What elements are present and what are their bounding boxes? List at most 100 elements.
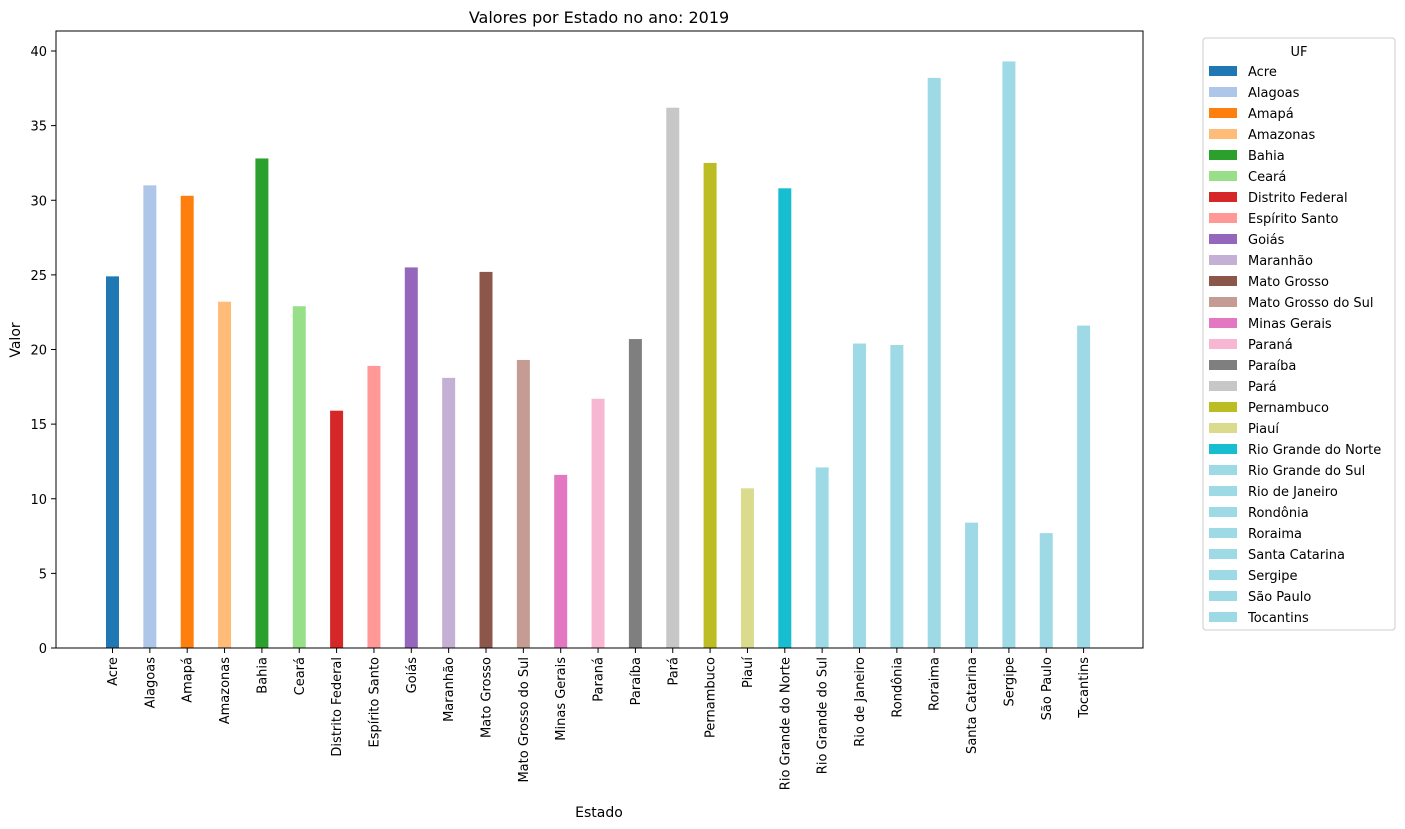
- x-tick-label: Paraíba: [629, 657, 644, 705]
- bar: [292, 306, 306, 648]
- legend-entry-label: Minas Gerais: [1248, 317, 1332, 332]
- bar: [442, 377, 456, 648]
- x-tick-label: Acre: [106, 657, 121, 686]
- legend-entry-label: Amazonas: [1248, 128, 1316, 143]
- bar: [255, 158, 269, 648]
- legend-swatch: [1209, 423, 1237, 433]
- legend-swatch: [1209, 192, 1237, 202]
- legend-swatch: [1209, 297, 1237, 307]
- legend-entry-label: Amapá: [1248, 107, 1294, 122]
- legend-entry-label: Maranhão: [1248, 254, 1313, 269]
- legend-swatch: [1209, 570, 1237, 580]
- bar: [927, 77, 941, 649]
- legend-swatch: [1209, 339, 1237, 349]
- bar: [218, 301, 232, 648]
- y-tick-label: 30: [30, 194, 47, 209]
- legend-entry-label: Rio Grande do Sul: [1248, 464, 1365, 479]
- legend-entry-label: Alagoas: [1248, 86, 1300, 101]
- legend: UF Acre Alagoas Amapá Amazonas Bahia Ceará Dis…: [1202, 37, 1396, 631]
- bar: [815, 467, 829, 648]
- x-tick-label: Piauí: [741, 657, 756, 688]
- bar: [1039, 533, 1053, 648]
- x-tick-label: Alagoas: [143, 657, 158, 709]
- legend-entry-label: Distrito Federal: [1248, 191, 1348, 206]
- legend-swatch: [1209, 507, 1237, 517]
- bar: [965, 522, 979, 648]
- x-tick-label: Sergipe: [1002, 657, 1017, 706]
- legend-swatch: [1209, 381, 1237, 391]
- x-tick-label: Distrito Federal: [330, 657, 345, 757]
- x-tick-label: Rio Grande do Sul: [816, 657, 831, 774]
- legend-swatch: [1209, 234, 1237, 244]
- bar: [1077, 325, 1091, 648]
- x-tick-label: Rio de Janeiro: [853, 657, 868, 747]
- bar: [1002, 61, 1016, 648]
- x-tick-label: São Paulo: [1040, 657, 1055, 720]
- legend-entry-label: Acre: [1248, 65, 1277, 80]
- bar: [404, 267, 418, 648]
- bar: [628, 339, 642, 648]
- legend-entry-label: Santa Catarina: [1248, 548, 1345, 563]
- legend-swatch: [1209, 213, 1237, 223]
- x-axis-label: Estado: [575, 805, 623, 821]
- legend-swatch: [1209, 528, 1237, 538]
- x-tick-label: Tocantins: [1077, 657, 1092, 719]
- legend-entry-label: Rio Grande do Norte: [1248, 443, 1381, 458]
- legend-entry-label: Espírito Santo: [1248, 212, 1339, 227]
- x-tick-label: Amazonas: [218, 657, 233, 725]
- legend-swatch: [1209, 486, 1237, 496]
- x-tick-label: Roraima: [928, 657, 943, 711]
- bar: [330, 410, 344, 648]
- bar: [740, 488, 754, 648]
- bar: [479, 271, 493, 648]
- x-tick-label: Maranhão: [442, 657, 457, 722]
- legend-entry-label: Paraná: [1248, 338, 1293, 353]
- legend-entry-label: Piauí: [1248, 422, 1279, 437]
- bar: [516, 359, 530, 648]
- legend-entry-label: Pará: [1248, 380, 1277, 395]
- legend-entry-label: Goiás: [1248, 233, 1285, 248]
- legend-swatch: [1209, 171, 1237, 181]
- legend-swatch: [1209, 150, 1237, 160]
- y-tick-label: 5: [39, 567, 47, 582]
- legend-swatch: [1209, 129, 1237, 139]
- y-axis-label: Valor: [8, 322, 24, 358]
- y-tick-label: 25: [30, 269, 47, 284]
- x-axis: Acre Alagoas Amapá Amazonas Bahia Ceará Distri…: [106, 648, 1092, 790]
- bar: [853, 343, 866, 648]
- x-tick-label: Mato Grosso: [480, 657, 495, 738]
- y-tick-label: 40: [30, 45, 47, 60]
- x-tick-label: Santa Catarina: [965, 657, 980, 754]
- x-tick-label: Espírito Santo: [367, 657, 382, 748]
- bar: [890, 345, 904, 648]
- x-tick-label: Mato Grosso do Sul: [517, 657, 532, 783]
- x-tick-label: Ceará: [293, 657, 308, 695]
- bar: [778, 188, 792, 648]
- y-tick-label: 15: [30, 418, 47, 433]
- x-tick-label: Goiás: [405, 657, 420, 694]
- legend-swatch: [1209, 66, 1237, 76]
- y-tick-label: 0: [39, 642, 47, 657]
- legend-swatch: [1209, 465, 1237, 475]
- bar: [106, 276, 119, 648]
- legend-entry-label: Rio de Janeiro: [1248, 485, 1338, 500]
- legend-entry-label: Ceará: [1248, 170, 1286, 185]
- x-tick-label: Minas Gerais: [554, 657, 569, 741]
- bar: [666, 107, 680, 648]
- bar: [143, 185, 157, 648]
- legend-entry-label: Rondônia: [1248, 506, 1309, 521]
- y-tick-label: 20: [30, 344, 47, 359]
- bar: [367, 365, 381, 648]
- legend-entry-label: Pernambuco: [1248, 401, 1329, 416]
- legend-swatch: [1209, 360, 1237, 370]
- bar: [180, 195, 194, 648]
- legend-entry-label: Roraima: [1248, 527, 1302, 542]
- bar: [591, 398, 605, 648]
- bar: [554, 474, 568, 648]
- legend-entry-label: São Paulo: [1248, 590, 1311, 605]
- legend-swatch: [1209, 444, 1237, 454]
- legend-entry-label: Bahia: [1248, 149, 1285, 164]
- legend-entry-label: Tocantins: [1247, 611, 1309, 626]
- legend-entry-label: Paraíba: [1248, 359, 1296, 374]
- legend-entry-label: Sergipe: [1248, 569, 1297, 584]
